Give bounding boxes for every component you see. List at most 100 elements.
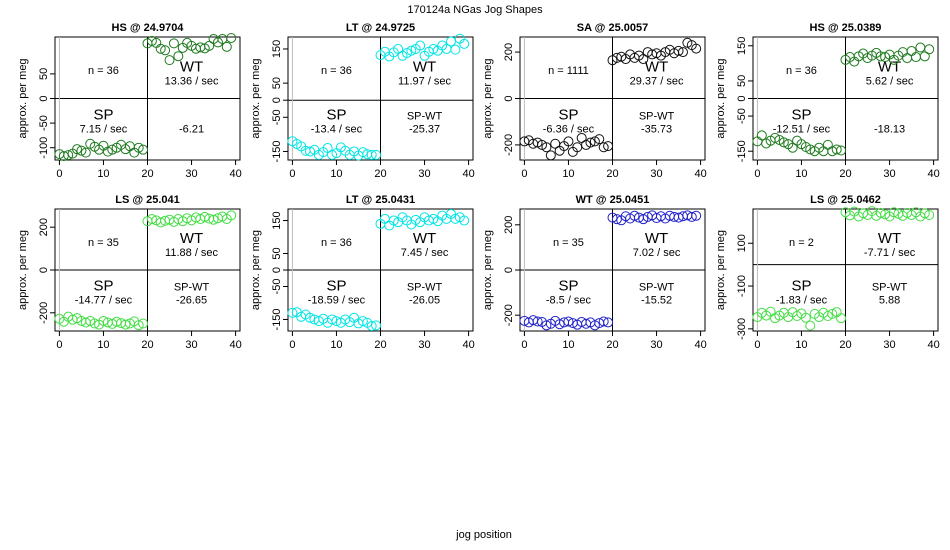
sp-label: SP [326, 278, 346, 295]
wt-data-point [638, 54, 649, 65]
x-tick-label: 20 [374, 168, 386, 180]
y-tick-label: -200 [503, 304, 515, 326]
panel-title: LT @ 25.0431 [346, 194, 415, 206]
x-tick-label: 0 [521, 339, 527, 351]
sp-data-point [287, 307, 298, 318]
wt-data-point [406, 45, 417, 56]
sp-label: SP [558, 106, 578, 123]
sp-data-point [133, 142, 144, 153]
sp-label: SP [791, 106, 811, 123]
n-count-label: n = 36 [321, 237, 352, 249]
wt-rate: -7.71 / sec [864, 247, 916, 259]
x-tick-label: 10 [795, 339, 807, 351]
panel-4: HS @ 25.0389 -150 -50 0 50 150 approx. per meg… [715, 22, 940, 180]
sp-data-point [563, 316, 574, 327]
sp-wt-value: -35.73 [641, 123, 672, 135]
y-tick-label: 50 [271, 77, 283, 89]
sp-data-point [545, 150, 556, 161]
sp-wt-label: SP-WT [639, 282, 675, 294]
x-tick-label: 40 [229, 168, 241, 180]
y-tick-label: -50 [271, 109, 283, 125]
panel-2: LT @ 24.9725 -150 -50 0 50 150 approx. per meg… [250, 22, 475, 180]
y-axis-label: approx. per meg [715, 230, 727, 310]
wt-rate: 13.36 / sec [165, 75, 219, 87]
sp-data-point [563, 136, 574, 147]
x-tick-label: 40 [462, 339, 474, 351]
x-tick-label: 40 [229, 339, 241, 351]
wt-rate: 7.45 / sec [401, 247, 449, 259]
sp-rate: -13.4 / sec [311, 123, 363, 135]
wt-data-point [155, 43, 166, 54]
sp-data-point [366, 321, 377, 332]
sp-data-point [836, 145, 847, 156]
series-points [752, 42, 935, 157]
sp-label: SP [558, 278, 578, 295]
sp-label: SP [93, 278, 113, 295]
x-tick-label: 40 [462, 168, 474, 180]
sp-data-point [107, 144, 118, 155]
wt-data-point [888, 207, 899, 218]
sp-data-point [756, 130, 767, 141]
y-tick-label: -150 [271, 140, 283, 162]
x-tick-label: 0 [56, 339, 62, 351]
wt-data-point [415, 40, 426, 51]
x-tick-label: 10 [330, 168, 342, 180]
wt-rate: 7.02 / sec [633, 247, 681, 259]
y-tick-label: -50 [271, 279, 283, 295]
wt-label: WT [878, 230, 901, 247]
panel-title: LS @ 25.041 [115, 194, 180, 206]
sp-rate: -8.5 / sec [546, 295, 592, 307]
wt-rate: 29.37 / sec [630, 75, 684, 87]
sp-wt-value: -15.52 [641, 295, 672, 307]
series-points [54, 210, 237, 331]
panel-7: WT @ 25.0451 -200 0 200 approx. per meg 0 10 20… [482, 194, 707, 351]
wt-data-point [459, 38, 470, 49]
x-tick-label: 10 [562, 339, 574, 351]
panel-title: LS @ 25.0462 [810, 194, 881, 206]
wt-data-point [226, 210, 237, 221]
sp-label: SP [326, 106, 346, 123]
x-tick-label: 30 [883, 168, 895, 180]
x-tick-label: 20 [839, 339, 851, 351]
x-tick-label: 0 [754, 339, 760, 351]
x-tick-label: 40 [927, 168, 939, 180]
x-tick-label: 0 [56, 168, 62, 180]
y-tick-label: 200 [503, 216, 515, 234]
wt-data-point [691, 43, 702, 54]
y-tick-label: -200 [38, 302, 50, 324]
sp-data-point [98, 315, 109, 326]
wt-data-point [910, 52, 921, 63]
series-points [519, 37, 702, 161]
wt-data-point [459, 215, 470, 226]
x-tick-label: 20 [839, 168, 851, 180]
sp-data-point [778, 137, 789, 148]
x-tick-label: 10 [795, 168, 807, 180]
y-tick-label: 0 [736, 95, 748, 101]
sp-data-point [133, 320, 144, 331]
x-tick-label: 0 [754, 168, 760, 180]
sp-data-point [305, 146, 316, 157]
wt-data-point [445, 36, 456, 47]
panels: HS @ 24.9704 -100 -50 0 50 approx. per meg 0 10… [17, 22, 940, 351]
wt-data-point [428, 43, 439, 54]
y-tick-label: -100 [736, 275, 748, 297]
sp-wt-label: SP-WT [407, 282, 443, 294]
wt-data-point [611, 214, 622, 225]
sp-data-point [357, 147, 368, 158]
sp-data-point [822, 139, 833, 150]
wt-label: WT [413, 58, 436, 75]
x-tick-label: 30 [185, 168, 197, 180]
sp-data-point [787, 142, 798, 153]
n-count-label: n = 36 [321, 65, 352, 77]
y-tick-label: 150 [271, 40, 283, 58]
sp-wt-value: -25.37 [409, 123, 440, 135]
panel-1: HS @ 24.9704 -100 -50 0 50 approx. per meg 0 10… [17, 22, 242, 180]
wt-data-point [173, 51, 184, 62]
sp-data-point [80, 147, 91, 158]
wt-data-point [388, 215, 399, 226]
wt-data-point [924, 209, 935, 220]
sp-rate: -12.51 / sec [773, 123, 831, 135]
sp-rate: -14.77 / sec [75, 295, 133, 307]
wt-data-point [686, 211, 697, 222]
sp-rate: -6.36 / sec [543, 123, 595, 135]
